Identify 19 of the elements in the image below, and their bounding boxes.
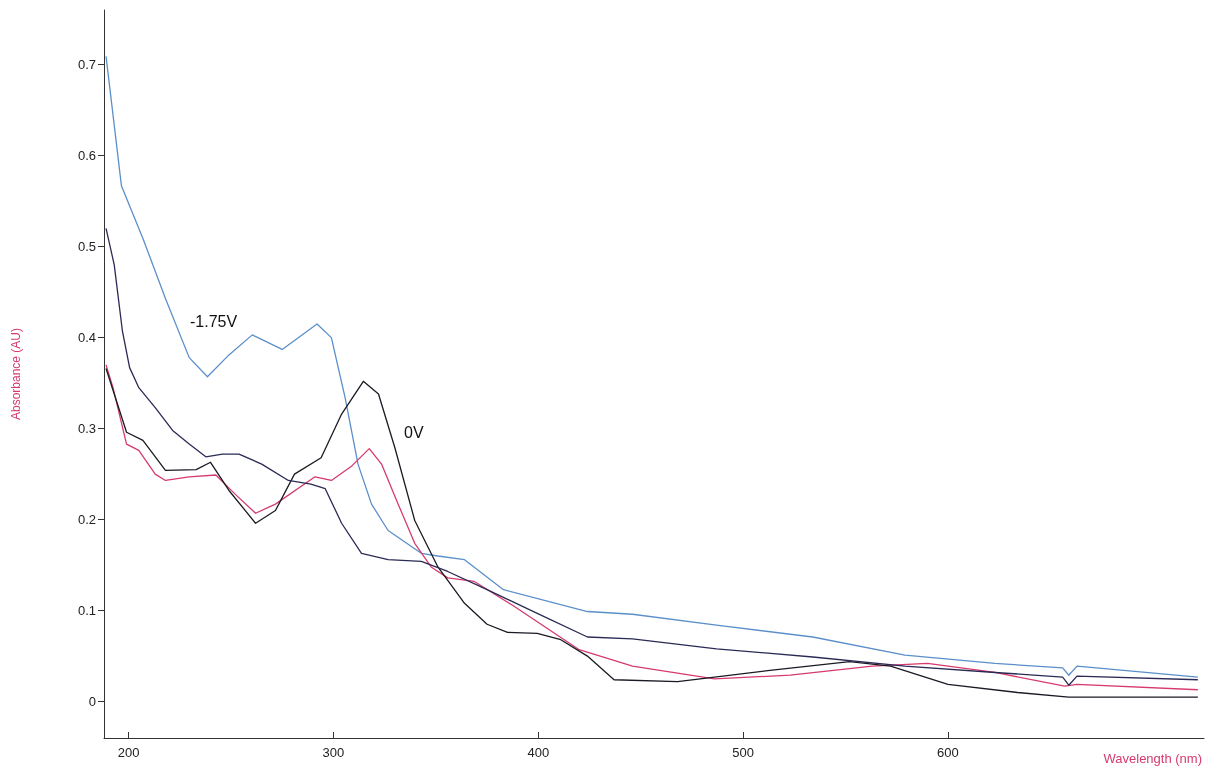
- line-series: [105, 55, 1199, 678]
- x-axis-title: Wavelength (nm): [1103, 751, 1202, 766]
- y-tick-label: 0.6: [77, 148, 96, 164]
- x-tick-label: 300: [322, 745, 345, 760]
- y-axis-title: Absorbance (AU): [9, 327, 23, 421]
- y-tick-label: 0.2: [77, 512, 96, 528]
- x-tick-label: 400: [527, 745, 550, 760]
- x-tick-label: 200: [117, 745, 140, 760]
- annotation: -1.75V: [190, 312, 238, 330]
- line-series: [105, 227, 1199, 686]
- y-tick-label: 0.1: [77, 603, 96, 619]
- x-tick-label: 500: [732, 745, 754, 760]
- y-tick-label: 0.5: [77, 239, 96, 255]
- annotation: 0V: [404, 423, 424, 441]
- y-tick-label: 0.3: [77, 421, 96, 437]
- x-tick-label: 600: [937, 745, 959, 760]
- y-tick-label: 0.4: [77, 330, 96, 346]
- y-tick-label: 0: [88, 694, 96, 710]
- y-tick-label: 0.7: [77, 57, 96, 73]
